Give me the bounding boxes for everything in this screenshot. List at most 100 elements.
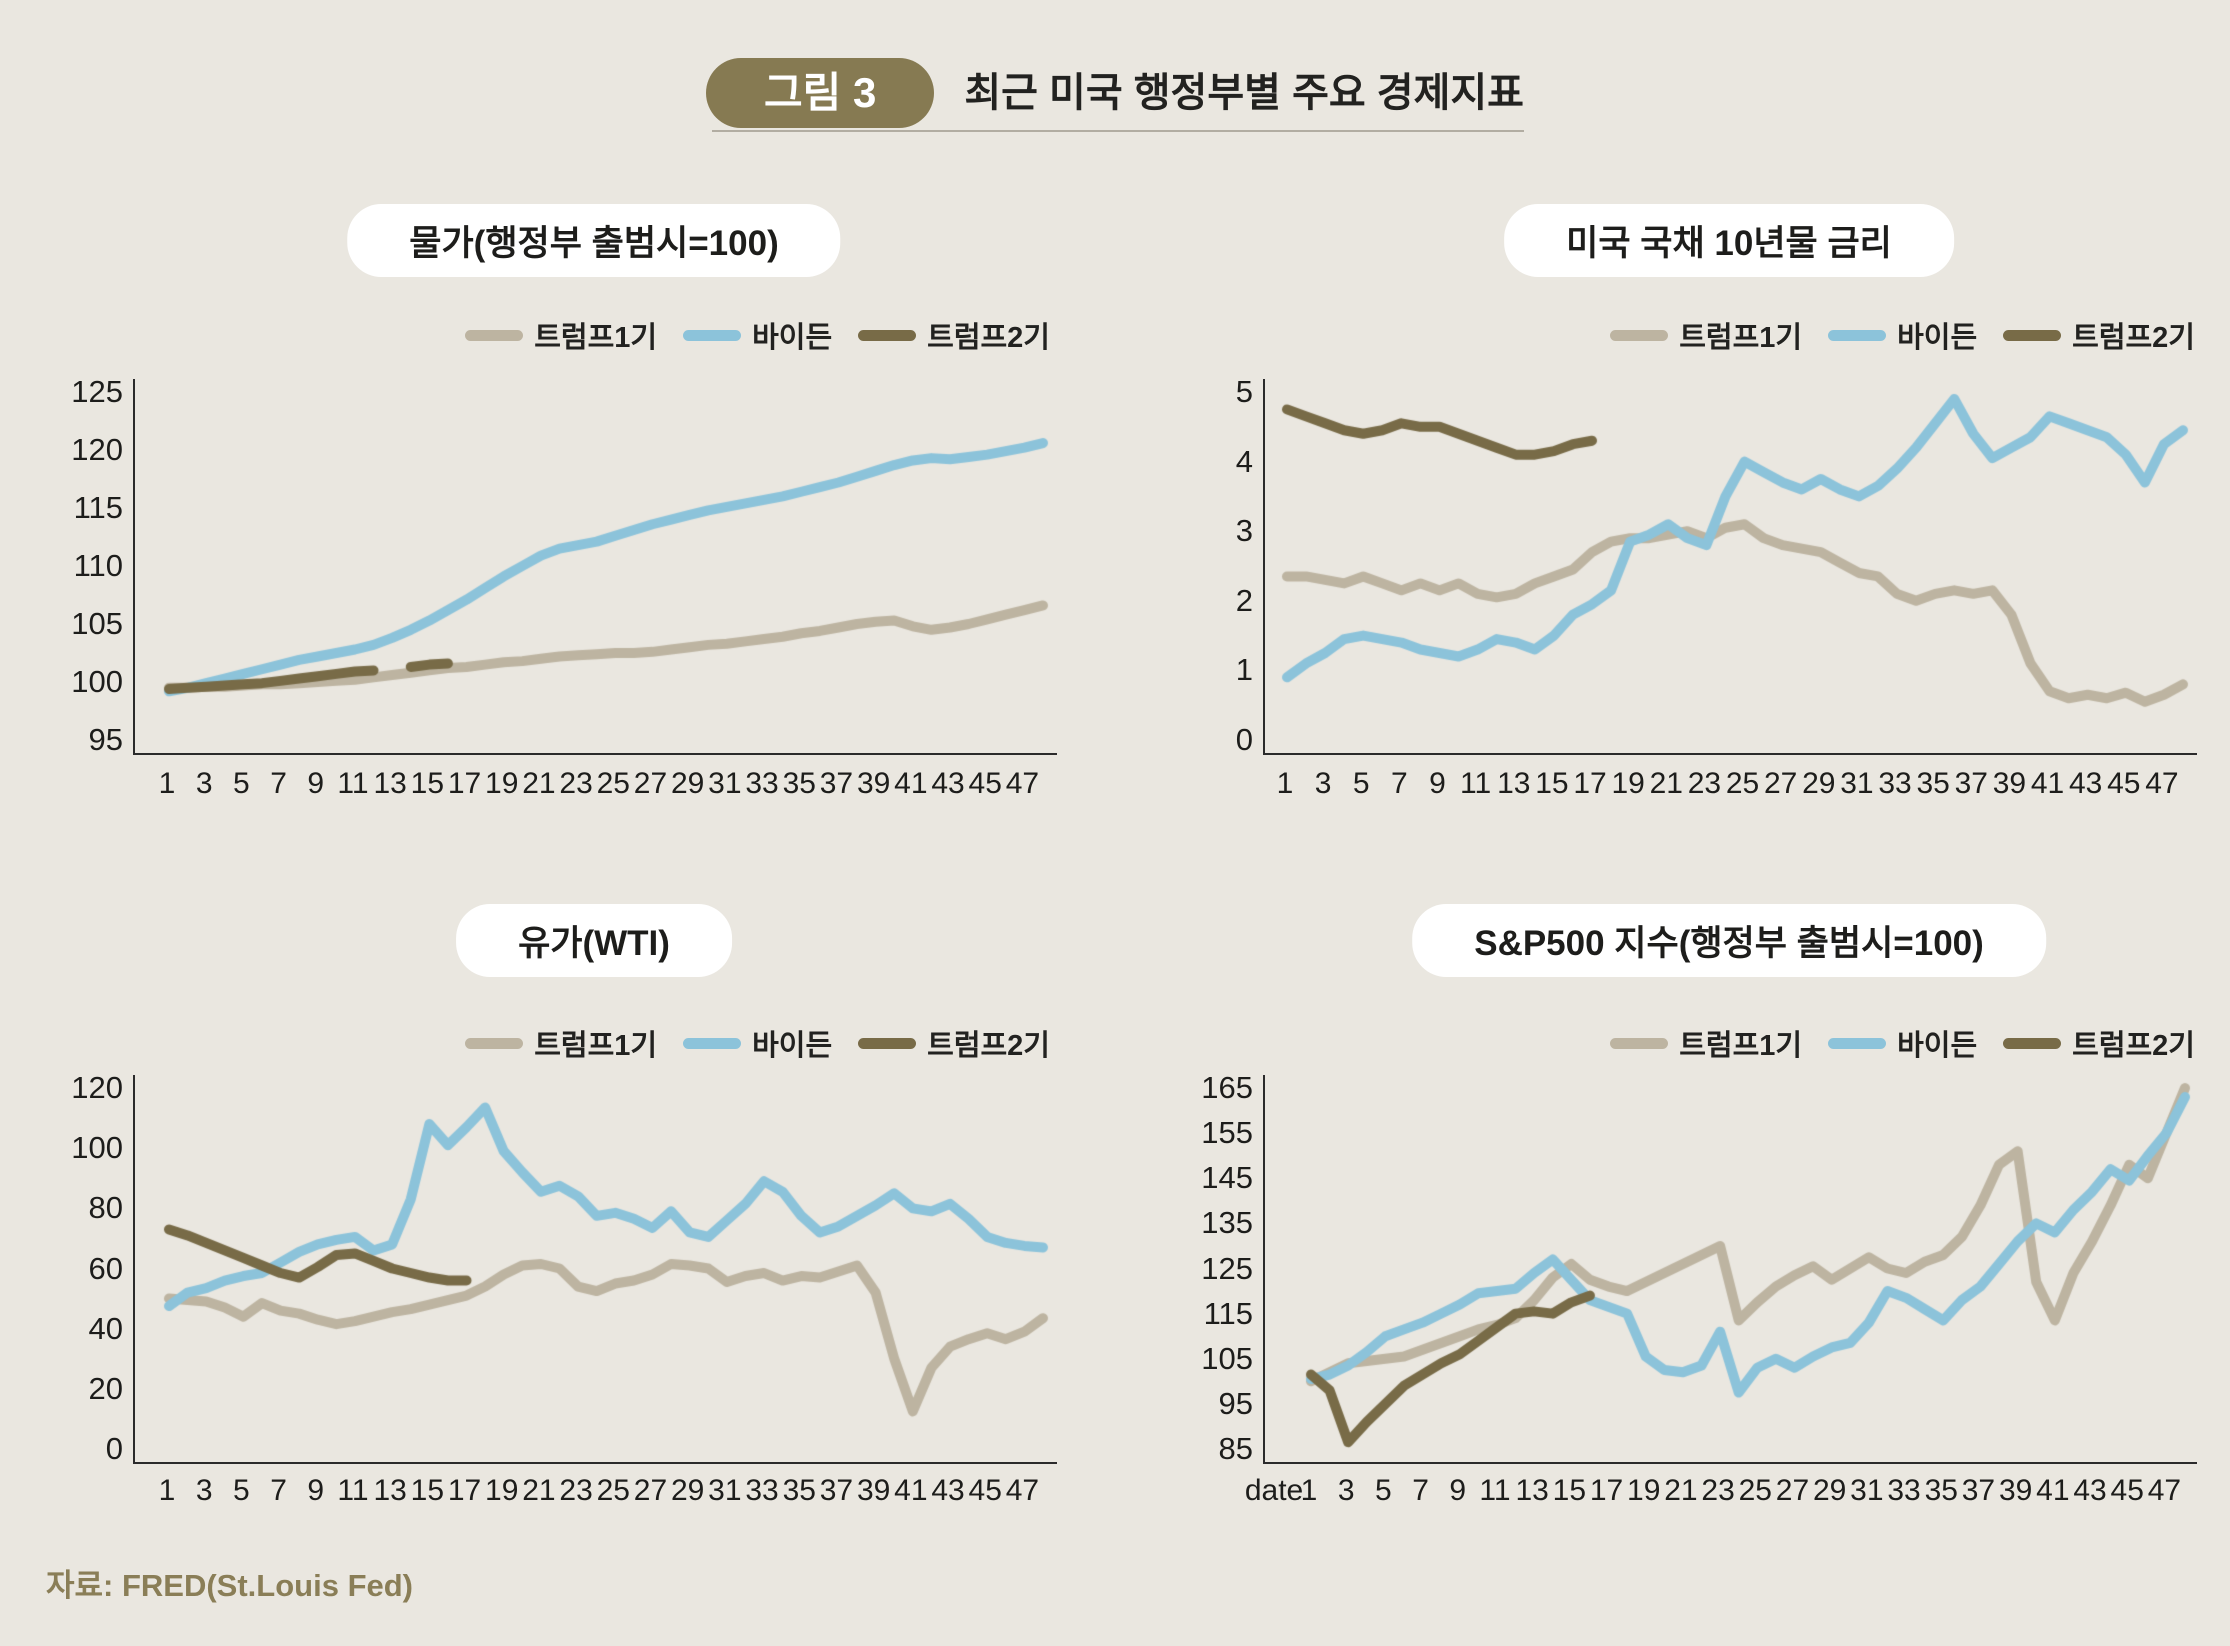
- x-tick-label: 7: [270, 767, 287, 800]
- x-tick-label: 21: [1664, 1474, 1698, 1507]
- biden-line-swatch: [1828, 1037, 1887, 1049]
- x-tick-label: 11: [1460, 767, 1492, 800]
- x-tick-label: 13: [1515, 1474, 1549, 1507]
- x-tick-label: 25: [1738, 1474, 1772, 1507]
- x-tick-label: 1: [158, 1474, 176, 1507]
- y-tick-label: 115: [1203, 1295, 1253, 1331]
- figure-title: 최근 미국 행정부별 주요 경제지표: [964, 71, 1524, 116]
- sp500-plot-canvas: [1263, 1075, 2197, 1464]
- legend-label: 트럼프2기: [2072, 1030, 2195, 1062]
- legend: 트럼프1기 바이든 트럼프2기: [465, 1026, 1050, 1062]
- y-tick-label: 105: [71, 606, 123, 641]
- x-tick-label: 41: [894, 1474, 928, 1507]
- y-tick-label: 60: [88, 1250, 123, 1286]
- x-tick-label: 19: [485, 767, 519, 800]
- y-tick-label: 110: [73, 548, 123, 583]
- chart-title-pill: 물가(행정부 출범시=100): [347, 204, 841, 277]
- trump2-line-swatch: [2003, 1037, 2062, 1049]
- x-tick-label: 33: [1878, 767, 1912, 800]
- x-tick-label: 41: [2030, 767, 2065, 800]
- x-tick-label: 5: [1352, 767, 1370, 800]
- y-tick-label: 1: [1235, 652, 1253, 688]
- x-tick-label: 19: [1627, 1474, 1661, 1507]
- x-tick-label: 29: [670, 1474, 705, 1507]
- y-tick-label: 2: [1235, 582, 1253, 618]
- trump2-line-swatch: [858, 329, 917, 341]
- x-tick-label: 41: [894, 767, 928, 800]
- x-tick-label: 31: [708, 1474, 742, 1507]
- y-tick-label: 165: [1201, 1070, 1253, 1105]
- x-tick-label: 33: [745, 767, 779, 800]
- y-tick-label: 125: [71, 374, 123, 409]
- chart-title: 유가(WTI): [518, 924, 670, 963]
- x-tick-label: 47: [1005, 1474, 1040, 1507]
- trump1-line-swatch: [1610, 1037, 1669, 1049]
- chart-title-pill: 유가(WTI): [456, 904, 732, 977]
- y-tick-label: 135: [1201, 1205, 1253, 1241]
- x-tick-label: 35: [1924, 1474, 1958, 1507]
- legend-label: 바이든: [752, 322, 833, 354]
- legend-label: 바이든: [1897, 1030, 1978, 1062]
- x-tick-label: 7: [1391, 767, 1408, 800]
- y-tick-label: 5: [1235, 374, 1253, 409]
- legend: 트럼프1기 바이든 트럼프2기: [465, 318, 1050, 354]
- x-tick-label: 35: [782, 767, 816, 800]
- y-tick-label: 20: [88, 1370, 123, 1406]
- legend-label: 트럼프1기: [534, 322, 658, 354]
- legend-label: 바이든: [1897, 322, 1978, 354]
- biden-line-swatch: [683, 329, 742, 341]
- x-tick-label: 23: [1687, 767, 1722, 800]
- x-tick-label: 15: [1552, 1474, 1587, 1507]
- y-tick-label: 3: [1235, 513, 1253, 549]
- x-tick-label: 29: [1802, 767, 1836, 800]
- figure-header: 그림 3 최근 미국 행정부별 주요 경제지표: [0, 58, 2230, 146]
- x-tick-label: 47: [1005, 767, 1040, 800]
- x-tick-label: 41: [2036, 1474, 2070, 1507]
- x-tick-label: 23: [559, 767, 593, 800]
- x-tick-label: 37: [1954, 767, 1988, 800]
- x-tick-label: 23: [1701, 1474, 1735, 1507]
- x-tick-label: 45: [968, 1474, 1002, 1507]
- x-tick-label: 31: [1840, 767, 1874, 800]
- legend-item: 트럼프1기: [1610, 1022, 1802, 1064]
- figure-number-badge: 그림 3: [706, 58, 935, 129]
- x-tick-label: 25: [1725, 767, 1760, 800]
- x-tick-label: 9: [307, 1474, 325, 1507]
- y-tick-label: 95: [1218, 1385, 1253, 1421]
- x-tick-label: 39: [1992, 767, 2027, 800]
- x-tick-label: 39: [856, 1474, 891, 1507]
- x-tick-label: 3: [195, 1474, 213, 1507]
- x-tick-label: 29: [1812, 1474, 1847, 1507]
- x-tick-label: 23: [559, 1474, 593, 1507]
- x-axis-prefix-label: date: [1244, 1474, 1304, 1507]
- x-tick-label: 37: [1961, 1474, 1996, 1507]
- x-tick-label: 15: [410, 767, 445, 800]
- x-tick-label: 17: [1589, 1474, 1624, 1507]
- x-tick-label: 11: [337, 1474, 369, 1507]
- biden-line-swatch: [683, 1037, 742, 1049]
- legend-item: 트럼프1기: [465, 1022, 657, 1064]
- y-tick-label: 120: [71, 432, 123, 467]
- x-tick-label: 9: [1429, 767, 1446, 800]
- x-tick-label: 17: [447, 767, 482, 800]
- chart-title-pill: S&P500 지수(행정부 출범시=100): [1412, 904, 2046, 977]
- x-tick-label: 35: [782, 1474, 816, 1507]
- y-tick-label: 125: [1201, 1250, 1253, 1286]
- legend-item: 트럼프2기: [858, 314, 1050, 356]
- y-tick-label: 100: [71, 664, 123, 699]
- x-tick-label: 3: [1337, 1474, 1355, 1507]
- y-tick-label: 100: [71, 1130, 123, 1166]
- x-tick-label: 21: [1649, 767, 1683, 800]
- x-tick-label: 13: [373, 1474, 407, 1507]
- x-tick-label: 43: [2068, 767, 2103, 800]
- x-tick-label: 29: [670, 767, 705, 800]
- x-tick-label: 43: [931, 1474, 965, 1507]
- legend-item: 트럼프2기: [2003, 1022, 2195, 1064]
- x-tick-label: 13: [1497, 767, 1531, 800]
- x-tick-label: 25: [596, 767, 630, 800]
- legend-label: 트럼프2기: [2072, 322, 2195, 354]
- chart-title: 미국 국채 10년물 금리: [1566, 224, 1892, 263]
- y-tick-label: 115: [73, 490, 123, 525]
- x-tick-label: 21: [522, 1474, 556, 1507]
- y-tick-label: 95: [88, 722, 123, 757]
